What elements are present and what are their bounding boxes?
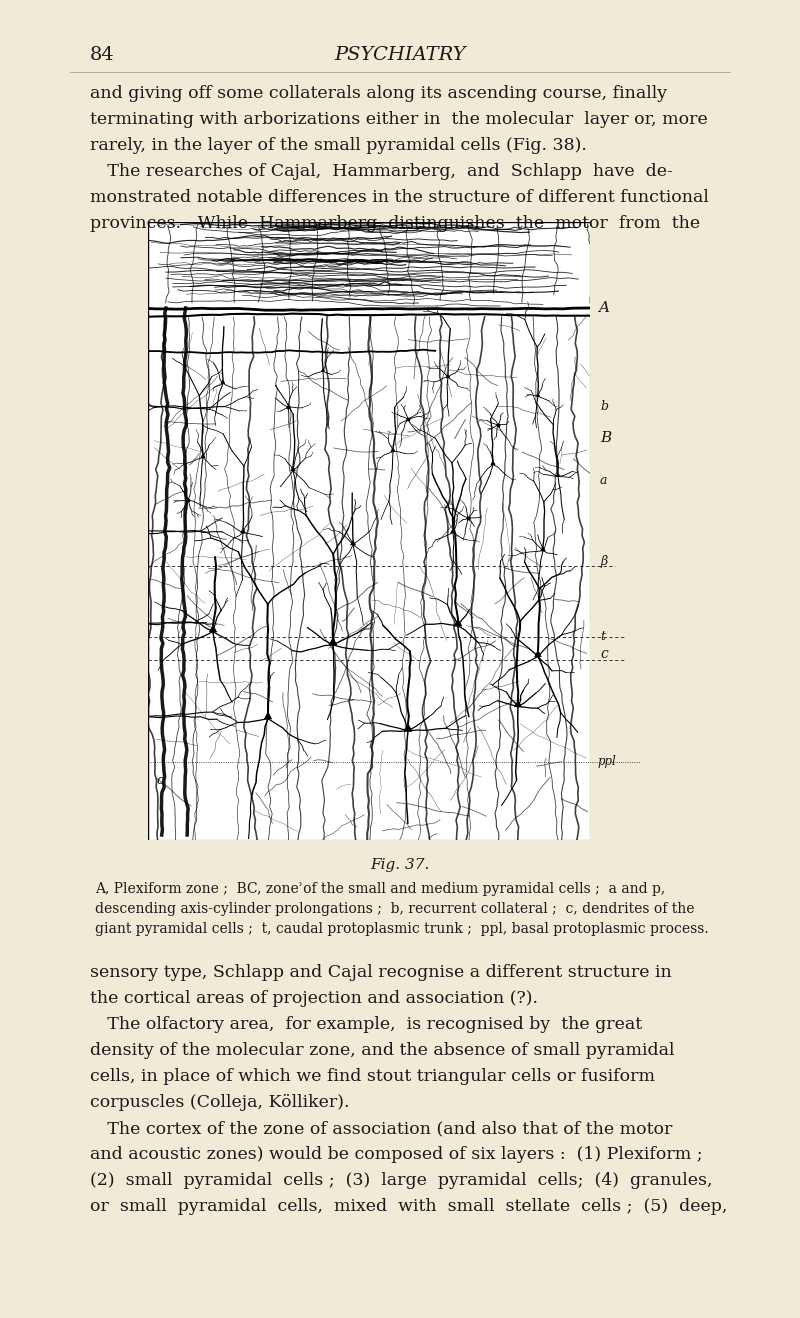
- Text: density of the molecular zone, and the absence of small pyramidal: density of the molecular zone, and the a…: [90, 1043, 674, 1058]
- Text: The researches of Cajal,  Hammarberg,  and  Schlapp  have  de-: The researches of Cajal, Hammarberg, and…: [90, 163, 673, 181]
- Polygon shape: [264, 712, 272, 720]
- Text: PSYCHIATRY: PSYCHIATRY: [334, 46, 466, 65]
- Text: b: b: [600, 401, 608, 414]
- Text: the cortical areas of projection and association (?).: the cortical areas of projection and ass…: [90, 990, 538, 1007]
- Text: sensory type, Schlapp and Cajal recognise a different structure in: sensory type, Schlapp and Cajal recognis…: [90, 963, 672, 981]
- Text: c: c: [156, 774, 163, 787]
- Text: and giving off some collaterals along its ascending course, finally: and giving off some collaterals along it…: [90, 84, 667, 101]
- Polygon shape: [514, 700, 522, 706]
- Polygon shape: [541, 547, 546, 551]
- Text: c: c: [600, 647, 608, 662]
- Polygon shape: [241, 529, 246, 532]
- Text: and acoustic zones) would be composed of six layers :  (1) Plexiform ;: and acoustic zones) would be composed of…: [90, 1145, 702, 1162]
- Polygon shape: [536, 393, 540, 397]
- Polygon shape: [391, 448, 395, 452]
- Polygon shape: [404, 724, 412, 731]
- Text: corpuscles (Colleja, Kölliker).: corpuscles (Colleja, Kölliker).: [90, 1094, 350, 1111]
- Polygon shape: [446, 374, 450, 377]
- Text: A, Plexiform zone ;  BC, zoneʾof the small and medium pyramidal cells ;  a and p: A, Plexiform zone ; BC, zoneʾof the smal…: [95, 882, 666, 896]
- Text: rarely, in the layer of the small pyramidal cells (Fig. 38).: rarely, in the layer of the small pyrami…: [90, 137, 587, 154]
- Polygon shape: [450, 529, 455, 532]
- Text: 84: 84: [90, 46, 114, 65]
- Text: The cortex of the zone of association (and also that of the motor: The cortex of the zone of association (a…: [90, 1120, 672, 1137]
- Text: (2)  small  pyramidal  cells ;  (3)  large  pyramidal  cells;  (4)  granules,: (2) small pyramidal cells ; (3) large py…: [90, 1172, 713, 1189]
- Polygon shape: [201, 453, 205, 457]
- Text: t: t: [600, 630, 605, 642]
- Polygon shape: [491, 461, 495, 465]
- Polygon shape: [329, 638, 337, 646]
- Polygon shape: [221, 380, 225, 384]
- Polygon shape: [210, 625, 217, 631]
- Text: The olfactory area,  for example,  is recognised by  the great: The olfactory area, for example, is reco…: [90, 1016, 642, 1033]
- Polygon shape: [290, 467, 295, 471]
- Text: cells, in place of which we find stout triangular cells or fusiform: cells, in place of which we find stout t…: [90, 1068, 655, 1085]
- Text: A: A: [598, 301, 609, 315]
- Polygon shape: [350, 540, 355, 546]
- Text: monstrated notable differences in the structure of different functional: monstrated notable differences in the st…: [90, 188, 709, 206]
- Polygon shape: [454, 619, 462, 626]
- Polygon shape: [534, 650, 542, 656]
- Text: a: a: [600, 474, 607, 488]
- Bar: [148, 221, 590, 840]
- Text: terminating with arborizations either in  the molecular  layer or, more: terminating with arborizations either in…: [90, 111, 708, 128]
- Polygon shape: [556, 473, 560, 477]
- Text: descending axis-cylinder prolongations ;  b, recurrent collateral ;  c, dendrite: descending axis-cylinder prolongations ;…: [95, 902, 694, 916]
- Text: provinces.   While  Hammarberg  distinguishes  the  motor  from  the: provinces. While Hammarberg distinguishe…: [90, 215, 700, 232]
- Text: Fig. 37.: Fig. 37.: [370, 858, 430, 873]
- Text: or  small  pyramidal  cells,  mixed  with  small  stellate  cells ;  (5)  deep,: or small pyramidal cells, mixed with sma…: [90, 1198, 727, 1215]
- Text: β: β: [600, 555, 607, 568]
- Text: B: B: [600, 431, 611, 445]
- Text: giant pyramidal cells ;  t, caudal protoplasmic trunk ;  ppl, basal protoplasmic: giant pyramidal cells ; t, caudal protop…: [95, 923, 709, 936]
- Text: ppl: ppl: [598, 755, 617, 768]
- Polygon shape: [322, 368, 325, 372]
